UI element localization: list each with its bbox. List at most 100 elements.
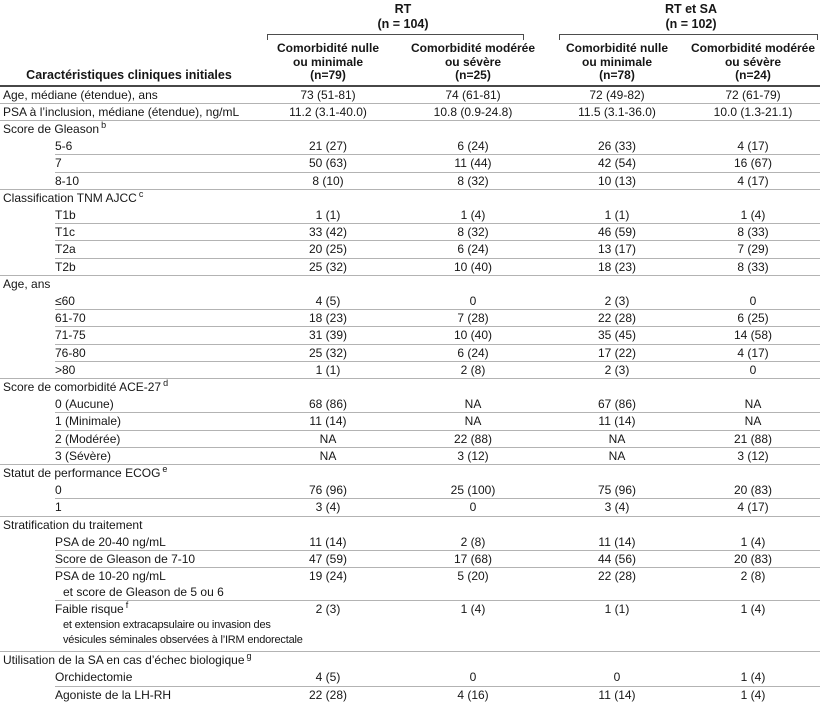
- column-header-rt-moderate-severe: Comorbidité modérée ou sévère (n=25): [410, 41, 536, 82]
- table-row: T1b 1 (1) 1 (4) 1 (1) 1 (4): [0, 207, 820, 225]
- cell-value: 22 (28): [308, 687, 348, 702]
- cell-value: 8 (10): [312, 173, 344, 188]
- cell-value: 14 (58): [733, 328, 773, 343]
- row-label-text: >80: [55, 362, 76, 377]
- cell-value: 21 (88): [733, 431, 773, 446]
- cell-value: 10.0 (1.3-21.1): [713, 104, 793, 119]
- cell-value: 7 (28): [457, 311, 489, 326]
- cell-value: NA: [744, 397, 762, 412]
- row-label-text: Age, ans: [3, 276, 51, 291]
- cell-value: 8 (33): [737, 259, 769, 274]
- row-label-text: 7: [55, 156, 62, 171]
- cell-value: 73 (51-81): [300, 87, 356, 102]
- row-label-text: Orchidectomie: [55, 670, 133, 685]
- cell-value: 16 (67): [733, 156, 773, 171]
- cell-value: 5 (20): [457, 569, 489, 584]
- row-label-text: 1 (Minimale): [55, 414, 122, 429]
- cell-value: 7 (29): [737, 242, 769, 257]
- cell-value: 13 (17): [597, 242, 637, 257]
- cell-value: 1 (1): [604, 207, 630, 222]
- row-label: T1b: [0, 207, 258, 224]
- group-header-spacer: [0, 2, 258, 32]
- cell-value: 6 (24): [457, 345, 489, 360]
- section-row: Stratification du traitement: [0, 517, 820, 534]
- cell-value: 8 (33): [737, 225, 769, 240]
- row-label: ≤60: [0, 293, 258, 310]
- row-label-text: Score de comorbidité ACE-27: [3, 379, 162, 394]
- table-row: Age, médiane (étendue), ans 73 (51-81) 74 …: [0, 87, 820, 104]
- bracket-spacer: [0, 34, 258, 41]
- cell-value: 10 (13): [597, 173, 637, 188]
- column-header-rtsa-moderate-severe: Comorbidité modérée ou sévère (n=24): [690, 41, 816, 82]
- cell-value: 1 (4): [740, 534, 766, 549]
- section-row: Score de Gleason b: [0, 120, 820, 138]
- row-label: 8-10: [0, 173, 258, 190]
- row-label-text: 1: [55, 500, 62, 515]
- row-label: 61-70: [0, 310, 258, 327]
- cell-value: 20 (83): [733, 551, 773, 566]
- table-row: 0 76 (96) 25 (100) 75 (96) 20 (83): [0, 482, 820, 500]
- row-label: T2b: [0, 259, 258, 276]
- table-row: 1 3 (4) 0 3 (4) 4 (17): [0, 499, 820, 517]
- row-label: T1c: [0, 224, 258, 241]
- table-row: T1c 33 (42) 8 (32) 46 (59) 8 (33): [0, 224, 820, 242]
- row-label: Faible risque f et extension extracapsulai…: [0, 599, 303, 652]
- cell-value: 1 (4): [460, 207, 486, 222]
- row-label-text: Utilisation de la SA en cas d’échec biol…: [3, 653, 245, 668]
- group-bracket-rt: [267, 34, 524, 40]
- group-bracket-rt-sa: [559, 34, 818, 40]
- row-label: 0 (Aucune): [0, 396, 258, 413]
- table-row: 2 (Modérée) NA 22 (88) NA 21 (88): [0, 431, 820, 448]
- row-label-text: ≤60: [55, 293, 75, 308]
- row-label: 0: [0, 482, 258, 499]
- table-row: PSA à l’inclusion, médiane (étendue), ng…: [0, 104, 820, 122]
- footnote-marker: c: [138, 188, 144, 199]
- row-label-text: Statut de performance ECOG: [3, 465, 161, 480]
- cell-value: 1 (4): [460, 601, 486, 616]
- table-row: Orchidectomie 4 (5) 0 0 1 (4): [0, 669, 820, 687]
- table-body: Age, médiane (étendue), ans 73 (51-81) 7 4 …: [0, 87, 820, 702]
- cell-value: 72 (61-79): [725, 87, 781, 102]
- cell-value: 6 (24): [457, 139, 489, 154]
- row-label: 3 (Sévère): [0, 448, 258, 465]
- row-label: T2a: [0, 241, 258, 258]
- group-header-rt: RT (n = 104): [377, 2, 429, 31]
- row-label-text: Stratification du traitement: [3, 517, 143, 532]
- section-label: Score de comorbidité ACE-27 d: [0, 378, 820, 396]
- row-label-text: Score de Gleason de 7-10: [55, 551, 196, 566]
- row-label-text: 61-70: [55, 311, 86, 326]
- table-row: Faible risque f et extension extracapsulai…: [0, 599, 820, 653]
- section-label: Score de Gleason b: [0, 120, 820, 138]
- row-label-text: Age, médiane (étendue), ans: [3, 87, 158, 102]
- row-label-text: Faible risque: [55, 601, 124, 616]
- cell-value: 46 (59): [597, 225, 637, 240]
- table-row: 0 (Aucune) 68 (86) NA 67 (86) NA: [0, 396, 820, 414]
- cell-value: 1 (4): [740, 670, 766, 685]
- table-row: T2b 25 (32) 10 (40) 18 (23) 8 (33): [0, 259, 820, 276]
- cell-value: 11 (44): [454, 156, 492, 171]
- table-row: 5-6 21 (27) 6 (24) 26 (33) 4 (17): [0, 138, 820, 156]
- cell-value: 4 (17): [737, 139, 769, 154]
- row-label-continuation: vésicules séminales observées à l’IRM en…: [63, 634, 303, 647]
- cell-value: NA: [464, 397, 482, 412]
- footnote-marker: f: [125, 599, 129, 610]
- table-row: 71-75 31 (39) 10 (40) 35 (45) 14 (58): [0, 327, 820, 345]
- row-label-text: T1c: [55, 225, 76, 240]
- row-label-text: 2 (Modérée): [55, 431, 121, 446]
- row-label: 1: [0, 499, 258, 516]
- cell-value: 72 (49-82): [589, 87, 645, 102]
- cell-value: 22 (88): [453, 431, 493, 446]
- row-label-text: Classification TNM AJCC: [3, 190, 137, 205]
- footnote-marker: e: [162, 463, 168, 474]
- cell-value: 2 (3): [604, 362, 630, 377]
- section-label: Classification TNM AJCC c: [0, 188, 820, 207]
- section-label: Utilisation de la SA en cas d’échec biol…: [0, 652, 820, 669]
- row-label: Score de Gleason de 7-10: [0, 551, 258, 568]
- table-row: 7 50 (63) 11 (44) 42 (54) 16 (67): [0, 155, 820, 173]
- table-row: 76-80 25 (32) 6 (24) 17 (22) 4 (17): [0, 345, 820, 362]
- cell-value: 2 (8): [460, 362, 486, 377]
- cell-value: 3 (4): [315, 500, 341, 515]
- cell-value: 4 (17): [737, 345, 769, 360]
- table-row: 3 (Sévère) NA 3 (12) NA 3 (12): [0, 448, 820, 466]
- cell-value: 3 (12): [737, 448, 769, 463]
